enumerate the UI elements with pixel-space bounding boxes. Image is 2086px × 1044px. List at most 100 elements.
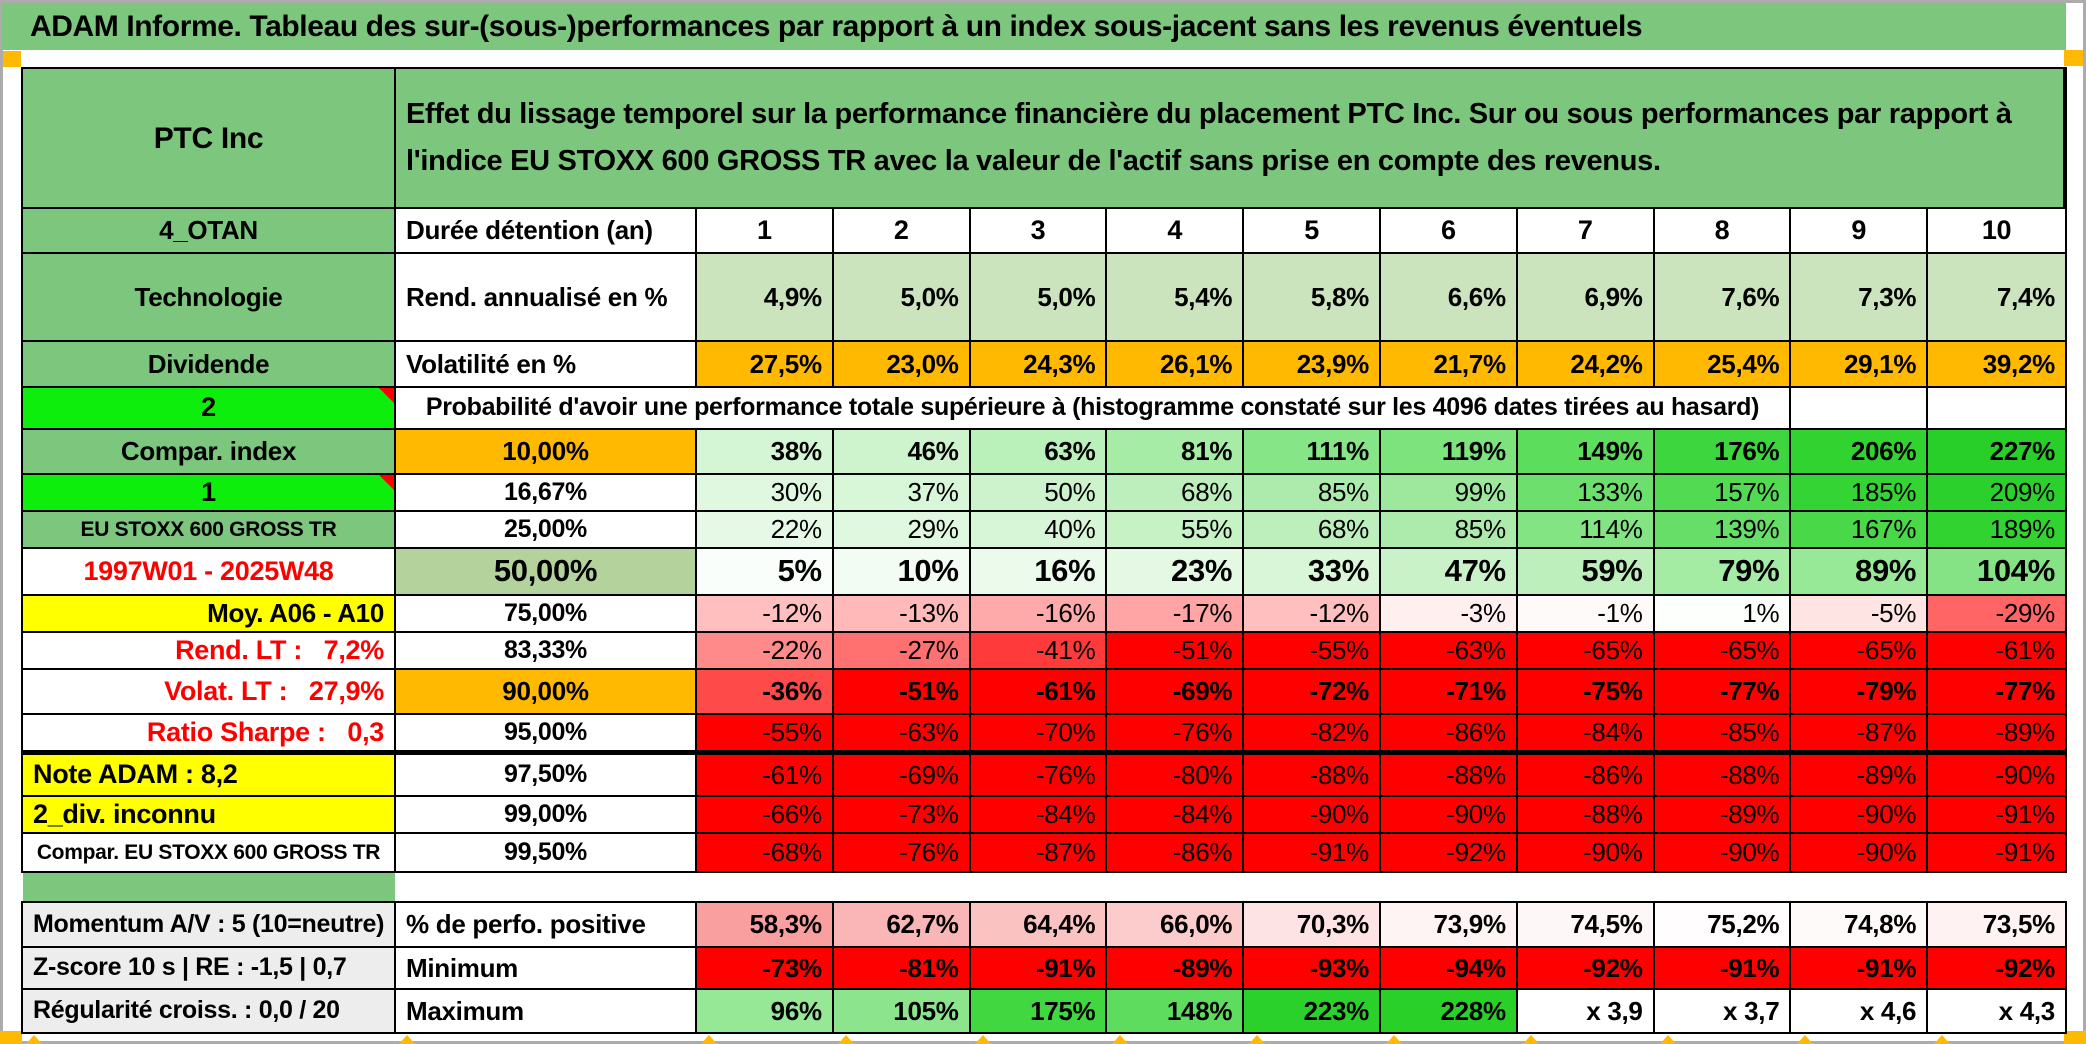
row-duree-cell[interactable]: 8 [1654,209,1792,252]
row-maximum-cell[interactable]: 175% [970,990,1108,1032]
row-p975-cell[interactable]: -86% [1517,755,1655,795]
row-p75-cell[interactable]: -12% [1244,596,1381,631]
row-p975-cell[interactable]: -61% [697,755,834,795]
row-duree-cell[interactable]: 9 [1791,209,1929,252]
row-p83-cell[interactable]: -51% [1107,633,1245,668]
row-rendement-cell[interactable]: 7,4% [1928,254,2065,340]
row-p83-cell[interactable]: -65% [1517,633,1655,668]
row-p10-cell[interactable]: 176% [1654,430,1792,473]
row-p90-cell[interactable]: -71% [1380,670,1518,713]
row-maximum-cell[interactable]: 228% [1380,990,1518,1032]
row-p75-cell[interactable]: -5% [1791,596,1929,631]
row-p50-cell[interactable]: 47% [1380,549,1518,594]
row-duree-cell[interactable]: 3 [970,209,1108,252]
row-p16-cell[interactable]: 68% [1107,475,1245,510]
row-p25-cell[interactable]: 29% [833,512,971,547]
row-p75-cell[interactable]: -1% [1517,596,1655,631]
row-p25-cell[interactable]: 114% [1517,512,1655,547]
row-p99-cell[interactable]: -91% [1928,797,2065,832]
row-p90-cell[interactable]: -77% [1654,670,1792,713]
row-prob-header-merged[interactable]: Probabilité d'avoir une performance tota… [396,388,1791,428]
row-p25-cell[interactable]: 22% [697,512,834,547]
row-p25-cell[interactable]: 40% [970,512,1108,547]
row-rendement-cell[interactable]: 5,0% [833,254,971,340]
row-p75-label[interactable]: Moy. A06 - A10 [23,596,396,631]
row-p995-head[interactable]: 99,50% [396,834,697,871]
row-duree-head[interactable]: Durée détention (an) [396,209,697,252]
row-p16-cell[interactable]: 37% [833,475,971,510]
row-p50-cell[interactable]: 23% [1107,549,1245,594]
row-p10-head[interactable]: 10,00% [396,430,697,473]
row-perfo-positive-cell[interactable]: 74,8% [1791,903,1929,946]
row-p99-cell[interactable]: -73% [833,797,971,832]
row-p99-cell[interactable]: -90% [1791,797,1929,832]
row-p83-cell[interactable]: -65% [1654,633,1792,668]
row-minimum-label[interactable]: Z-score 10 s | RE : -1,5 | 0,7 [23,948,396,988]
row-p95-head[interactable]: 95,00% [396,715,697,750]
corner-marker-top-left[interactable] [3,51,21,67]
row-volatilite-head[interactable]: Volatilité en % [396,342,697,386]
row-p95-cell[interactable]: -76% [1107,715,1245,750]
row-p90-cell[interactable]: -51% [833,670,971,713]
row-p75-cell[interactable]: -17% [1107,596,1245,631]
row-volatilite-cell[interactable]: 23,0% [833,342,971,386]
row-rendement-cell[interactable]: 7,3% [1791,254,1929,340]
row-p995-cell[interactable]: -91% [1244,834,1381,871]
row-maximum-head[interactable]: Maximum [396,990,697,1032]
row-p975-cell[interactable]: -76% [970,755,1108,795]
row-p16-cell[interactable]: 50% [970,475,1108,510]
row-prob-header-cell[interactable] [1927,388,2065,428]
row-duree-cell[interactable]: 6 [1380,209,1518,252]
row-p995-cell[interactable]: -90% [1517,834,1655,871]
row-p95-cell[interactable]: -89% [1928,715,2065,750]
corner-marker-bottom-left[interactable] [0,1031,22,1044]
row-p975-label[interactable]: Note ADAM : 8,2 [23,755,396,795]
row-p90-cell[interactable]: -79% [1791,670,1929,713]
row-p975-cell[interactable]: -88% [1244,755,1381,795]
row-maximum-cell[interactable]: 105% [833,990,971,1032]
row-perfo-positive-cell[interactable]: 64,4% [970,903,1108,946]
row-perfo-positive-cell[interactable]: 62,7% [833,903,971,946]
row-p10-cell[interactable]: 63% [970,430,1108,473]
row-p995-cell[interactable]: -91% [1928,834,2065,871]
row-p50-cell[interactable]: 89% [1791,549,1929,594]
row-p95-cell[interactable]: -86% [1380,715,1518,750]
row-p99-cell[interactable]: -66% [697,797,834,832]
row-duree-cell[interactable]: 5 [1244,209,1381,252]
row-perfo-positive-cell[interactable]: 75,2% [1654,903,1792,946]
row-p10-cell[interactable]: 38% [697,430,834,473]
row-p90-label[interactable]: Volat. LT : 27,9% [23,670,396,713]
row-duree-cell[interactable]: 7 [1517,209,1655,252]
row-p99-cell[interactable]: -90% [1380,797,1518,832]
row-p25-cell[interactable]: 68% [1244,512,1381,547]
row-maximum-cell[interactable]: 96% [697,990,834,1032]
row-rendement-cell[interactable]: 5,8% [1244,254,1381,340]
row-p25-cell[interactable]: 189% [1928,512,2065,547]
row-minimum-cell[interactable]: -89% [1107,948,1245,988]
row-p16-cell[interactable]: 99% [1380,475,1518,510]
row-p995-cell[interactable]: -76% [833,834,971,871]
row-maximum-label[interactable]: Régularité croiss. : 0,0 / 20 [23,990,396,1032]
row-volatilite-cell[interactable]: 26,1% [1107,342,1245,386]
row-p83-cell[interactable]: -55% [1244,633,1381,668]
row-p99-head[interactable]: 99,00% [396,797,697,832]
row-p25-cell[interactable]: 139% [1654,512,1792,547]
row-p50-cell[interactable]: 5% [697,549,834,594]
row-p16-cell[interactable]: 157% [1654,475,1792,510]
row-p995-cell[interactable]: -86% [1107,834,1245,871]
row-header-label[interactable]: PTC Inc [23,69,396,207]
row-p10-label[interactable]: Compar. index [23,430,396,473]
row-p99-cell[interactable]: -88% [1517,797,1655,832]
row-rendement-cell[interactable]: 7,6% [1654,254,1792,340]
row-p25-label[interactable]: EU STOXX 600 GROSS TR [23,512,396,547]
row-p50-cell[interactable]: 10% [833,549,971,594]
row-p95-cell[interactable]: -63% [833,715,971,750]
row-p995-cell[interactable]: -90% [1791,834,1929,871]
row-p50-cell[interactable]: 104% [1928,549,2065,594]
row-p90-cell[interactable]: -75% [1517,670,1655,713]
row-p16-cell[interactable]: 209% [1928,475,2065,510]
row-p90-head[interactable]: 90,00% [396,670,697,713]
row-p975-cell[interactable]: -88% [1380,755,1518,795]
row-perfo-positive-cell[interactable]: 73,5% [1928,903,2065,946]
row-volatilite-cell[interactable]: 27,5% [697,342,834,386]
